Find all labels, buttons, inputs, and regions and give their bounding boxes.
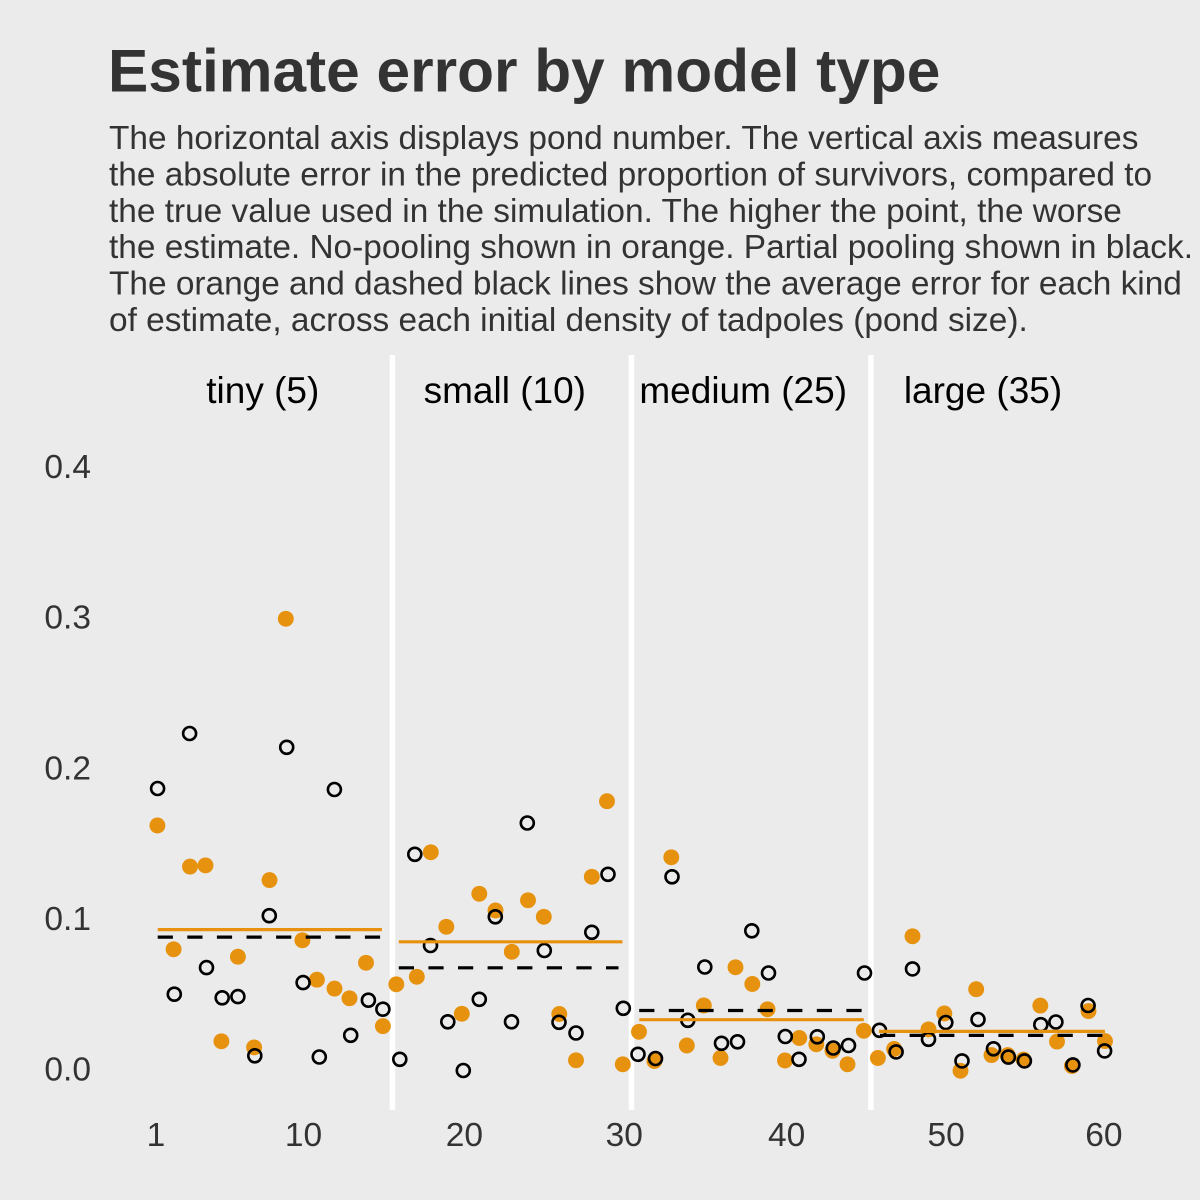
svg-text:40: 40 [768, 1117, 805, 1154]
svg-text:1: 1 [147, 1117, 166, 1154]
svg-text:large (35): large (35) [904, 370, 1062, 411]
svg-text:60: 60 [1085, 1117, 1122, 1154]
svg-text:0.3: 0.3 [44, 600, 91, 637]
svg-text:the estimate. No-pooling shown: the estimate. No-pooling shown in orange… [109, 229, 1193, 266]
svg-text:0.1: 0.1 [44, 901, 91, 938]
svg-text:0.4: 0.4 [44, 449, 91, 486]
svg-text:medium (25): medium (25) [639, 370, 847, 411]
svg-text:The orange and dashed black li: The orange and dashed black lines show t… [109, 266, 1182, 303]
svg-text:0.2: 0.2 [44, 750, 91, 787]
svg-text:10: 10 [285, 1117, 322, 1154]
svg-text:tiny (5): tiny (5) [206, 370, 319, 411]
svg-text:30: 30 [606, 1117, 643, 1154]
svg-text:20: 20 [446, 1117, 483, 1154]
svg-text:Estimate error by model type: Estimate error by model type [108, 36, 940, 104]
svg-text:50: 50 [927, 1117, 964, 1154]
svg-text:of estimate, across each initi: of estimate, across each initial density… [109, 302, 1028, 339]
svg-text:0.0: 0.0 [44, 1052, 91, 1089]
svg-text:the absolute error in the pred: the absolute error in the predicted prop… [109, 156, 1152, 193]
svg-text:The horizontal axis displays p: The horizontal axis displays pond number… [109, 120, 1138, 157]
svg-text:small (10): small (10) [424, 370, 586, 411]
svg-text:the true value used in the sim: the true value used in the simulation. T… [109, 193, 1122, 230]
